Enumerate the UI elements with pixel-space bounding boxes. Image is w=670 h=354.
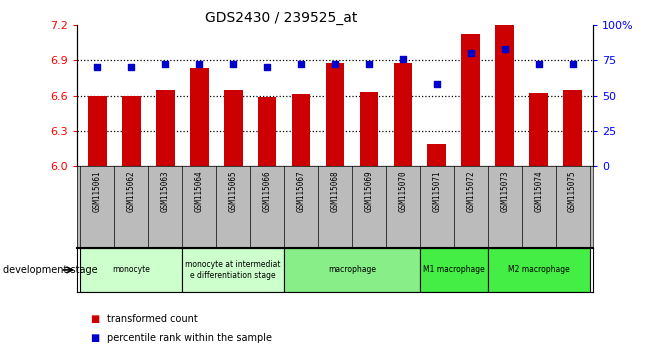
Bar [488,248,590,292]
Point [431,81,442,87]
Text: GSM115061: GSM115061 [93,170,102,212]
Text: GSM115063: GSM115063 [161,170,170,212]
Point [194,62,204,67]
Bar [190,68,208,166]
Point [499,46,510,52]
Text: GSM115072: GSM115072 [466,170,475,212]
Text: M1 macrophage: M1 macrophage [423,266,484,274]
Text: ■: ■ [90,314,100,324]
Point [397,56,408,62]
Bar [393,63,412,166]
Bar [122,96,141,166]
Text: GSM115068: GSM115068 [330,170,340,212]
Point [567,62,578,67]
Point [126,64,137,70]
Point [92,64,103,70]
Text: transformed count: transformed count [107,314,198,324]
Text: monocyte at intermediat
e differentiation stage: monocyte at intermediat e differentiatio… [186,260,281,280]
Point [533,62,544,67]
Point [295,62,306,67]
Bar [326,63,344,166]
Point [228,62,239,67]
Bar [156,90,175,166]
Text: ■: ■ [90,333,100,343]
Bar [88,96,107,166]
Bar [291,95,310,166]
Text: GSM115070: GSM115070 [399,170,407,212]
Bar [529,93,548,166]
Point [466,50,476,56]
Text: GSM115064: GSM115064 [195,170,204,212]
Text: GSM115073: GSM115073 [500,170,509,212]
Bar [224,90,243,166]
Text: percentile rank within the sample: percentile rank within the sample [107,333,272,343]
Text: GSM115065: GSM115065 [228,170,238,212]
Text: monocyte: monocyte [113,266,150,274]
Bar [182,248,284,292]
Bar [563,90,582,166]
Point [364,62,375,67]
Bar [495,25,514,166]
Bar [420,248,488,292]
Bar [462,34,480,166]
Text: GDS2430 / 239525_at: GDS2430 / 239525_at [205,11,358,25]
Point [262,64,273,70]
Text: GSM115074: GSM115074 [534,170,543,212]
Bar [427,144,446,166]
Text: GSM115071: GSM115071 [432,170,442,212]
Text: GSM115062: GSM115062 [127,170,136,212]
Text: macrophage: macrophage [328,266,376,274]
Text: GSM115067: GSM115067 [297,170,306,212]
Text: GSM115069: GSM115069 [364,170,373,212]
Point [330,62,340,67]
Bar [360,92,379,166]
Point [160,62,171,67]
Text: GSM115066: GSM115066 [263,170,271,212]
Text: GSM115075: GSM115075 [568,170,577,212]
Text: development stage: development stage [3,265,98,275]
Text: M2 macrophage: M2 macrophage [508,266,570,274]
Bar [80,248,182,292]
Bar [258,97,277,166]
Bar [284,248,420,292]
